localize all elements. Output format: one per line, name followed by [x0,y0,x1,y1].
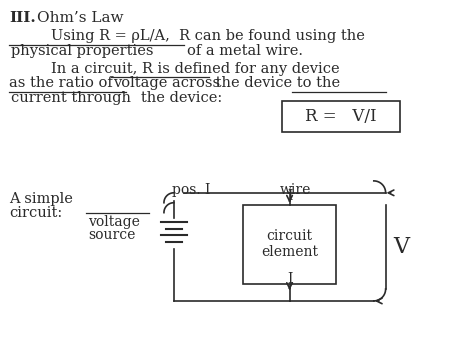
Bar [243,205,336,284]
Text: Using R = ρL/A,  R can be found using the: Using R = ρL/A, R can be found using the [51,29,365,43]
Text: I: I [287,272,292,286]
Text: circuit:: circuit: [9,206,63,220]
Text: the device to the: the device to the [211,76,340,90]
Text: III.: III. [9,11,36,25]
Text: voltage across: voltage across [112,76,220,90]
Text: voltage: voltage [88,215,140,228]
Text: source: source [88,227,135,242]
Text: Ohm’s Law: Ohm’s Law [37,11,123,25]
Text: current through: current through [11,91,131,105]
Text: physical properties: physical properties [11,44,154,58]
Text: A simple: A simple [9,192,73,206]
Text: wire: wire [280,183,311,197]
Text: I: I [287,189,292,203]
Text: the device:: the device: [127,91,223,105]
Text: In a circuit, R is defined for any device: In a circuit, R is defined for any devic… [51,62,339,76]
Text: R =   V/I: R = V/I [306,108,377,125]
Text: pos. I: pos. I [172,183,210,197]
Bar [282,101,400,132]
Text: V: V [393,236,410,258]
Text: as the ratio of: as the ratio of [9,76,117,90]
Text: circuit
element: circuit element [261,229,318,260]
Text: of a metal wire.: of a metal wire. [187,44,302,58]
